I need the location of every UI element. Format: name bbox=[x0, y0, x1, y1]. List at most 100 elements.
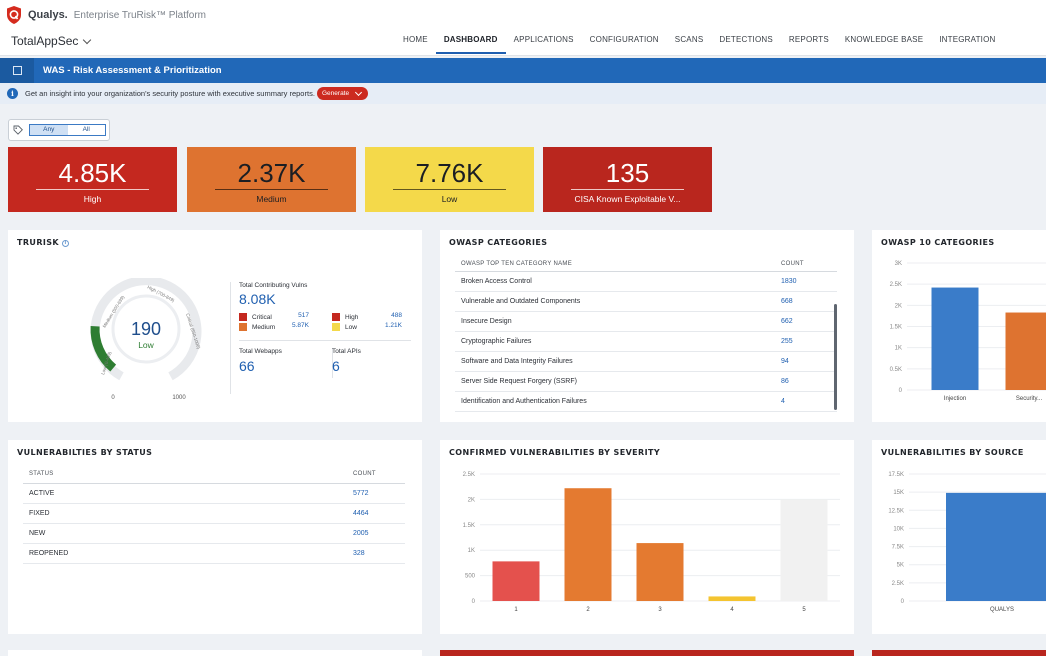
category-count[interactable]: 86 bbox=[781, 378, 789, 385]
stat-value: 7.76K bbox=[415, 158, 484, 188]
table-row[interactable]: NEW 2005 bbox=[23, 524, 405, 544]
dashboard-menu-button[interactable] bbox=[0, 58, 34, 83]
table-row[interactable]: Identification and Authentication Failur… bbox=[455, 392, 837, 412]
tag-icon[interactable] bbox=[13, 125, 23, 135]
category-count[interactable]: 668 bbox=[781, 298, 793, 305]
apis-label: Total APIs bbox=[332, 348, 361, 355]
info-icon[interactable]: i bbox=[62, 240, 70, 247]
y-tick-label: 15K bbox=[893, 490, 904, 496]
x-tick-label: Security... bbox=[1016, 396, 1043, 402]
stat-card-medium[interactable]: 2.37K Medium bbox=[187, 147, 356, 212]
bar[interactable] bbox=[931, 287, 979, 390]
chevron-down-icon bbox=[83, 35, 92, 44]
source-chart-panel: VULNERABILITIES BY SOURCE 0 2.5K 5K 7.5K 10K… bbox=[872, 440, 1046, 634]
category-count[interactable]: 1830 bbox=[781, 278, 797, 285]
table-row[interactable]: FIXED 4464 bbox=[23, 504, 405, 524]
webapps-label: Total Webapps bbox=[239, 348, 282, 355]
table-row[interactable]: Server Side Request Forgery (SSRF) 86 bbox=[455, 372, 837, 392]
chart-title: VULNERABILITIES BY SOURCE bbox=[881, 448, 1024, 457]
tag-match-all[interactable]: All bbox=[67, 125, 105, 135]
column-header-count[interactable]: COUNT bbox=[353, 471, 376, 477]
nav-home[interactable]: HOME bbox=[403, 35, 428, 44]
stat-label: Low bbox=[441, 194, 458, 204]
next-panel-edge bbox=[872, 650, 1046, 656]
low-count[interactable]: 1.21K bbox=[385, 322, 402, 329]
swatch bbox=[239, 323, 247, 331]
status-count[interactable]: 5772 bbox=[353, 490, 369, 497]
owasp-categories-panel: OWASP CATEGORIES OWASP TOP TEN CATEGORY … bbox=[440, 230, 854, 422]
gauge-level: Low bbox=[138, 340, 154, 350]
nav-reports[interactable]: REPORTS bbox=[788, 35, 829, 44]
y-tick-label: 1.5K bbox=[890, 325, 902, 331]
category-name: Insecure Design bbox=[461, 318, 512, 325]
bar[interactable] bbox=[564, 488, 612, 601]
y-tick-label: 2.5K bbox=[463, 472, 475, 478]
table-row[interactable]: Software and Data Integrity Failures 94 bbox=[455, 352, 837, 372]
table-row[interactable]: ACTIVE 5772 bbox=[23, 484, 405, 504]
category-name: Broken Access Control bbox=[461, 278, 532, 285]
trurisk-title: TRURISK bbox=[17, 238, 60, 247]
status-count[interactable]: 328 bbox=[353, 550, 365, 557]
generate-button[interactable]: Generate bbox=[317, 87, 368, 100]
category-count[interactable]: 4 bbox=[781, 398, 785, 405]
stat-card-high[interactable]: 4.85K High bbox=[8, 147, 177, 212]
y-tick-label: 3K bbox=[895, 261, 902, 267]
tag-match-any[interactable]: Any bbox=[30, 125, 68, 135]
bar[interactable] bbox=[708, 596, 756, 601]
table-row[interactable]: Broken Access Control 1830 bbox=[455, 272, 837, 292]
swatch bbox=[239, 313, 247, 321]
x-tick-label: 2 bbox=[586, 607, 590, 613]
nav-integration[interactable]: INTEGRATION bbox=[939, 35, 996, 44]
stat-card-cisa[interactable]: 135 CISA Known Exploitable V... bbox=[543, 147, 712, 212]
owasp-categories-title: OWASP CATEGORIES bbox=[449, 238, 548, 247]
contributing-vulns-value[interactable]: 8.08K bbox=[239, 291, 276, 307]
bar[interactable] bbox=[780, 499, 828, 601]
nav-configuration[interactable]: CONFIGURATION bbox=[589, 35, 659, 44]
high-count[interactable]: 488 bbox=[391, 312, 402, 319]
status-count[interactable]: 2005 bbox=[353, 530, 369, 537]
critical-count[interactable]: 517 bbox=[298, 312, 309, 319]
y-tick-label: 500 bbox=[465, 574, 476, 580]
brand-name: Qualys. bbox=[28, 9, 68, 21]
bar[interactable] bbox=[946, 492, 1046, 601]
y-tick-label: 1.5K bbox=[463, 523, 475, 529]
table-row[interactable]: Cryptographic Failures 255 bbox=[455, 332, 837, 352]
dashboard-title-bar: WAS - Risk Assessment & Prioritization bbox=[0, 58, 1046, 83]
y-tick-label: 10K bbox=[893, 526, 904, 532]
column-header-status[interactable]: STATUS bbox=[29, 471, 54, 477]
category-count[interactable]: 94 bbox=[781, 358, 789, 365]
category-count[interactable]: 662 bbox=[781, 318, 793, 325]
table-scrollbar[interactable] bbox=[834, 304, 837, 410]
stat-card-low[interactable]: 7.76K Low bbox=[365, 147, 534, 212]
apis-value[interactable]: 6 bbox=[332, 358, 340, 374]
nav-applications[interactable]: APPLICATIONS bbox=[513, 35, 574, 44]
webapps-value[interactable]: 66 bbox=[239, 358, 255, 374]
table-row[interactable]: Vulnerable and Outdated Components 668 bbox=[455, 292, 837, 312]
category-name: Identification and Authentication Failur… bbox=[461, 398, 587, 405]
category-count[interactable]: 255 bbox=[781, 338, 793, 345]
nav-detections[interactable]: DETECTIONS bbox=[719, 35, 773, 44]
bar[interactable] bbox=[636, 543, 684, 601]
app-selector[interactable]: TotalAppSec bbox=[11, 34, 92, 48]
column-header-category[interactable]: OWASP TOP TEN CATEGORY NAME bbox=[461, 261, 573, 267]
next-panel-edge bbox=[440, 650, 854, 656]
stat-divider bbox=[571, 189, 684, 190]
nav-knowledge-base[interactable]: KNOWLEDGE BASE bbox=[844, 35, 924, 44]
medium-count[interactable]: 5.87K bbox=[292, 322, 309, 329]
bar[interactable] bbox=[1005, 312, 1046, 390]
x-tick-label: 1 bbox=[514, 607, 518, 613]
bar[interactable] bbox=[492, 561, 540, 601]
column-header-count[interactable]: COUNT bbox=[781, 261, 804, 267]
status-count[interactable]: 4464 bbox=[353, 510, 369, 517]
nav-dashboard[interactable]: DASHBOARD bbox=[435, 30, 506, 54]
nav-scans[interactable]: SCANS bbox=[674, 35, 704, 44]
gauge-min: 0 bbox=[111, 395, 115, 401]
y-tick-label: 2.5K bbox=[890, 282, 902, 288]
legend-critical: Critical bbox=[239, 313, 272, 321]
qualys-logo[interactable]: Qualys. Enterprise TruRisk™ Platform bbox=[6, 5, 206, 25]
dashboard-title: WAS - Risk Assessment & Prioritization bbox=[43, 65, 222, 76]
status-name: NEW bbox=[29, 530, 46, 537]
table-row[interactable]: Insecure Design 662 bbox=[455, 312, 837, 332]
y-tick-label: 0 bbox=[901, 599, 905, 605]
table-row[interactable]: REOPENED 328 bbox=[23, 544, 405, 564]
